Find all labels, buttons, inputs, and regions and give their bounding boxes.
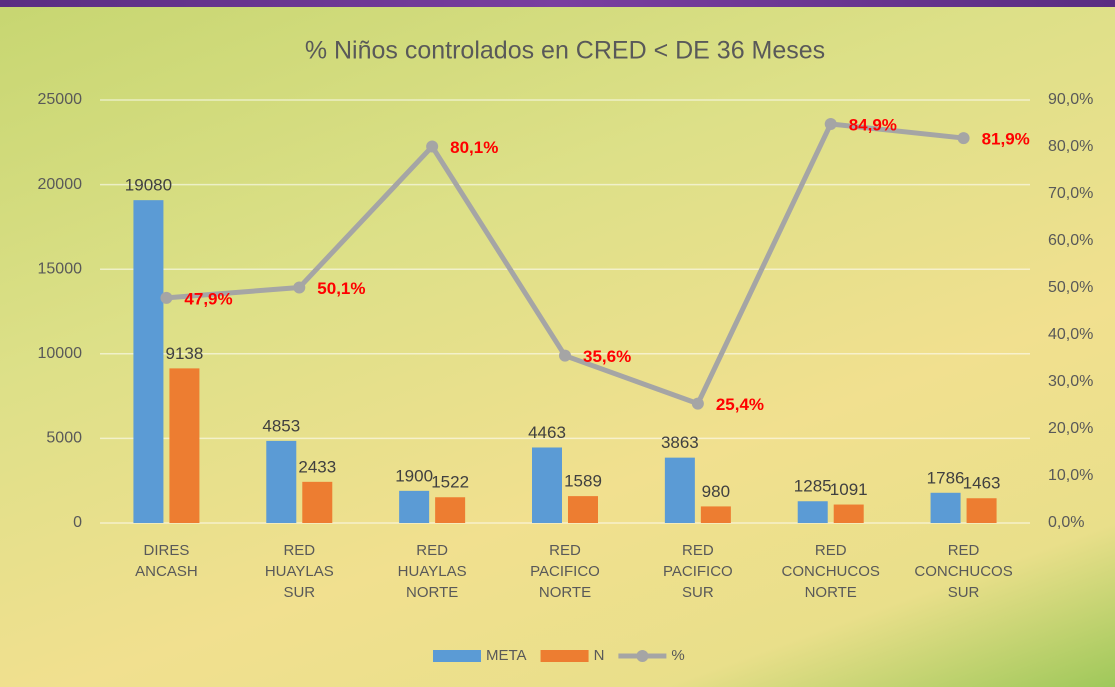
bar: [266, 440, 297, 523]
y-tick-label: 15000: [38, 260, 83, 277]
line-value-label: 80,1%: [450, 138, 498, 157]
line-marker: [957, 132, 970, 145]
bar-value-label: 1091: [830, 480, 868, 499]
bar-value-label: 1786: [927, 468, 965, 487]
y2-tick-label: 60,0%: [1048, 232, 1093, 249]
bar: [568, 496, 598, 523]
legend-swatch-marker: [636, 650, 649, 662]
y2-tick-label: 0,0%: [1048, 514, 1084, 531]
x-tick-label: RED HUAYLAS NORTE: [397, 542, 467, 601]
bar-value-label: 1285: [794, 477, 832, 496]
line-value-label: 35,6%: [583, 347, 631, 366]
legend-label: N: [594, 647, 605, 664]
line-marker: [691, 397, 704, 410]
bar: [966, 498, 997, 523]
x-tick-label: DIRES ANCASH: [135, 542, 198, 580]
chart-title: % Niños controlados en CRED < DE 36 Mese…: [305, 37, 825, 65]
x-tick-label: RED CONCHUCOS NORTE: [781, 542, 880, 601]
y2-tick-label: 70,0%: [1048, 185, 1093, 202]
bar: [833, 504, 864, 523]
bar-value-label: 1463: [963, 474, 1001, 493]
bar: [664, 457, 695, 523]
y-tick-label: 20000: [38, 176, 83, 193]
bar: [700, 506, 731, 523]
x-tick-label: RED PACIFICO NORTE: [530, 542, 600, 601]
bar: [797, 501, 828, 523]
legend-swatch: [540, 650, 589, 662]
bar: [532, 447, 562, 523]
bar-value-label: 9138: [166, 344, 204, 363]
bar: [169, 368, 200, 523]
x-tick-label: RED HUAYLAS SUR: [264, 542, 334, 601]
y2-tick-label: 90,0%: [1048, 91, 1093, 108]
y2-tick-label: 10,0%: [1048, 467, 1093, 484]
legend-swatch: [433, 650, 481, 662]
line-value-label: 47,9%: [184, 289, 232, 308]
line-marker: [293, 281, 306, 294]
bar-value-label: 4463: [528, 423, 566, 442]
legend-label: %: [671, 647, 684, 664]
top-border: [0, 0, 1115, 7]
y2-tick-label: 40,0%: [1048, 326, 1093, 343]
bar: [399, 490, 430, 523]
line-value-label: 50,1%: [317, 279, 365, 298]
bar: [435, 497, 466, 523]
bar: [302, 481, 333, 523]
line-marker: [559, 349, 571, 362]
y-tick-label: 10000: [38, 345, 83, 362]
x-tick-label: RED CONCHUCOS SUR: [914, 542, 1013, 601]
bar-value-label: 1900: [395, 466, 433, 485]
line-value-label: 84,9%: [849, 115, 897, 134]
line-marker: [160, 291, 173, 304]
y-tick-label: 25000: [38, 91, 83, 108]
line-marker: [824, 117, 837, 130]
y2-tick-label: 20,0%: [1048, 420, 1093, 437]
bar-value-label: 1522: [431, 473, 469, 492]
bar-value-label: 3863: [661, 433, 699, 452]
line-value-label: 25,4%: [716, 395, 764, 414]
bar-value-label: 1589: [564, 472, 602, 491]
bar: [133, 200, 164, 524]
y-tick-label: 5000: [46, 430, 82, 447]
line-marker: [426, 140, 439, 153]
legend-label: META: [486, 647, 527, 664]
bar-value-label: 2433: [298, 457, 336, 476]
line-value-label: 81,9%: [982, 130, 1030, 149]
x-tick-label: RED PACIFICO SUR: [662, 542, 733, 601]
y2-tick-label: 80,0%: [1048, 138, 1093, 155]
bar: [930, 492, 961, 523]
y2-tick-label: 50,0%: [1048, 279, 1093, 296]
y-tick-label: 0: [73, 514, 82, 531]
bar-value-label: 4853: [262, 416, 300, 435]
bar-value-label: 19080: [125, 176, 172, 195]
bar-value-label: 980: [702, 482, 730, 501]
y2-tick-label: 30,0%: [1048, 373, 1093, 390]
